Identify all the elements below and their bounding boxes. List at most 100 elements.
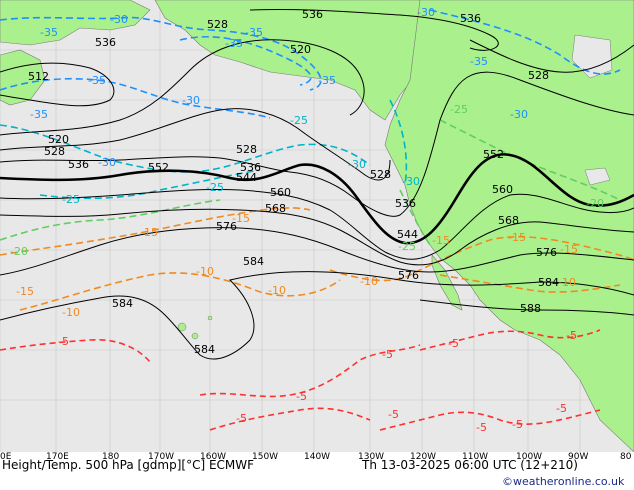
temp-label: -15 <box>140 226 158 239</box>
height-label: 552 <box>483 148 504 161</box>
temp-label: -30 <box>510 108 528 121</box>
temp-label: -15 <box>16 285 34 298</box>
islands <box>177 315 213 340</box>
lon-label: 180 <box>102 452 119 462</box>
height-label: 588 <box>520 302 541 315</box>
contour-536 <box>0 71 634 217</box>
land-baja <box>431 254 463 311</box>
credit-link[interactable]: ©weatheronline.co.uk <box>502 475 625 488</box>
temp-label: -25 <box>450 103 468 116</box>
temp-contours-red <box>0 329 601 431</box>
contour-568 <box>0 208 634 266</box>
longitude-axis: 0E 170E 180 170W 160W 150W 140W 130W 120… <box>0 452 632 462</box>
height-label: 536 <box>460 12 481 25</box>
height-label: 536 <box>240 161 261 174</box>
height-label: 536 <box>95 36 116 49</box>
temp-label: -10 <box>196 265 214 278</box>
temp-label: -35 <box>245 26 263 39</box>
temp-label: -20 <box>586 197 604 210</box>
contour-576 <box>0 227 634 276</box>
height-label: 528 <box>528 69 549 82</box>
temp-labels-red: -5 -5 -5 -5 -5 -5 -5 -5 -5 -5 <box>58 329 577 434</box>
temp-label: -30 <box>98 156 116 169</box>
contour-520 <box>0 39 365 136</box>
temp-label: -25 <box>290 114 308 127</box>
contour-588 <box>419 299 634 316</box>
contour-536-top <box>249 8 499 51</box>
height-label: 520 <box>48 133 69 146</box>
height-label: 528 <box>44 145 65 158</box>
height-label: 528 <box>370 168 391 181</box>
temp-label: -30 <box>417 6 435 19</box>
inland-water <box>571 34 613 186</box>
height-label: 536 <box>395 197 416 210</box>
contour-584 <box>0 271 634 360</box>
contour-528-east <box>469 39 634 73</box>
lon-label: 130W <box>358 452 384 462</box>
temp-label: -5 <box>566 329 577 342</box>
height-contours <box>0 8 634 360</box>
temp-label: -15 <box>232 212 250 225</box>
height-label: 568 <box>265 202 286 215</box>
temp-label: -10 <box>558 276 576 289</box>
temp-label: -35 <box>30 108 48 121</box>
lon-label: 170E <box>46 452 69 462</box>
height-label: 528 <box>207 18 228 31</box>
height-label: 528 <box>236 143 257 156</box>
temp-label: -10 <box>268 284 286 297</box>
temp-labels-orange: -15 -15 -15 -10 -10 -10 -10 -15 -15 -10 … <box>16 212 578 319</box>
contour-528a <box>0 108 391 181</box>
height-label: 560 <box>492 183 513 196</box>
footer-background <box>0 452 634 490</box>
temp-label: -25 <box>62 193 80 206</box>
height-label: 584 <box>538 276 559 289</box>
lon-label: 110W <box>462 452 488 462</box>
temp-label: -35 <box>225 37 243 50</box>
temp-label: -20 <box>10 245 28 258</box>
temp-label: -10 <box>62 306 80 319</box>
height-label: 560 <box>270 186 291 199</box>
temp-label: -10 <box>360 275 378 288</box>
temp-label: -35 <box>40 26 58 39</box>
temp-label: -5 <box>236 412 247 425</box>
temp-label: -15 <box>560 243 578 256</box>
height-label: 544 <box>236 171 257 184</box>
temp-label: -30 <box>348 158 366 171</box>
temp-label: -30 <box>110 13 128 26</box>
lon-label: 170W <box>148 452 174 462</box>
height-label: 584 <box>112 297 133 310</box>
height-label: 568 <box>498 214 519 227</box>
temp-labels-blue: -30 -35 -35 -30 -35 -35 -30 -35 -30 -35 … <box>30 6 528 169</box>
height-label: 584 <box>243 255 264 268</box>
temp-label: -5 <box>448 337 459 350</box>
contour-560 <box>0 188 634 260</box>
lon-label: 100W <box>516 452 542 462</box>
lon-label: 120W <box>410 452 436 462</box>
temp-label: -25 <box>398 240 416 253</box>
height-label: 552 <box>148 161 169 174</box>
height-label: 584 <box>194 343 215 356</box>
contour-512 <box>0 62 115 107</box>
temp-label: -35 <box>88 74 106 87</box>
valid-time: Th 13-03-2025 06:00 UTC (12+210) <box>361 458 578 472</box>
temp-label: -5 <box>556 402 567 415</box>
temp-label: -30 <box>182 94 200 107</box>
height-label: 576 <box>398 269 419 282</box>
temp-label: -35 <box>318 74 336 87</box>
lon-label: 80 <box>620 452 632 462</box>
temp-label: -5 <box>382 348 393 361</box>
lon-label: 150W <box>252 452 278 462</box>
temp-label: -5 <box>512 418 523 431</box>
temp-contours-orange <box>0 207 634 311</box>
map-title: Height/Temp. 500 hPa [gdmp][°C] ECMWF <box>2 458 254 472</box>
temp-label: -25 <box>206 181 224 194</box>
temp-label: -5 <box>58 335 69 348</box>
height-label: 536 <box>68 158 89 171</box>
lon-label: 140W <box>304 452 330 462</box>
height-labels: 536 528 536 520 536 512 528 520 528 536 … <box>28 8 559 356</box>
contour-552 <box>0 153 634 245</box>
height-label: 576 <box>536 246 557 259</box>
temp-labels-cyan: -30 -30 -25 -25 -25 <box>62 114 420 206</box>
temp-label: -15 <box>508 231 526 244</box>
